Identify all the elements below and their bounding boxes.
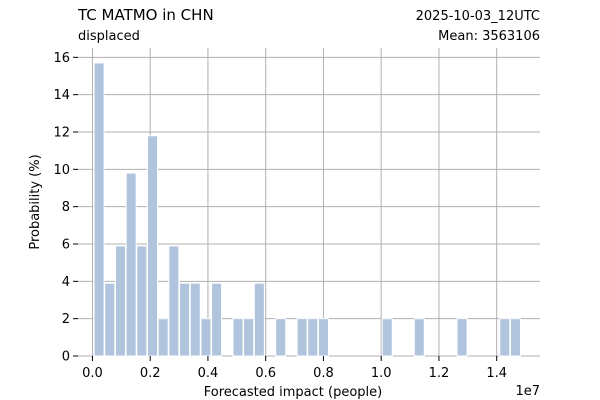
x-axis-ticks: 0.0 0.2 0.4 0.6 0.8 1.0 1.2 1.4 (82, 356, 507, 381)
x-tick-label: 0.2 (140, 366, 161, 381)
y-tick-label: 12 (53, 126, 70, 141)
x-tick-label: 1.0 (371, 366, 392, 381)
histogram-bar (93, 62, 105, 357)
y-tick-label: 2 (62, 312, 70, 327)
y-tick-label: 10 (53, 163, 70, 178)
histogram-bar (317, 318, 329, 357)
y-tick-label: 14 (53, 88, 70, 103)
histogram-bar (146, 135, 159, 357)
histogram-bar (275, 318, 287, 357)
x-tick-label: 0.6 (255, 366, 276, 381)
histogram-bar (509, 318, 521, 357)
histogram-bar (211, 282, 223, 357)
histogram-bar (296, 318, 308, 357)
histogram-bar (168, 245, 180, 357)
x-axis-label: Forecasted impact (people) (204, 385, 382, 400)
histogram-bar (243, 318, 255, 357)
histogram-bar (253, 282, 265, 357)
y-axis-ticks: 0 2 4 6 8 10 12 14 16 (53, 51, 78, 365)
histogram-bar (200, 318, 212, 357)
x-tick-label: 1.2 (429, 366, 450, 381)
y-tick-label: 8 (62, 200, 70, 215)
histogram-bar (179, 282, 191, 357)
histogram-bar (381, 318, 393, 357)
x-tick-label: 0.8 (313, 366, 334, 381)
histogram-bar (232, 318, 244, 357)
histogram-bar (104, 282, 116, 357)
histogram-bar (125, 172, 137, 357)
histogram-bar (499, 318, 511, 357)
histogram-bar (157, 318, 169, 357)
histogram-bar (136, 245, 148, 357)
histogram-bar (413, 318, 425, 357)
y-tick-label: 16 (53, 51, 70, 66)
y-tick-label: 4 (62, 275, 70, 290)
x-tick-label: 1.4 (486, 366, 507, 381)
x-tick-label: 0.0 (82, 366, 103, 381)
histogram-bar (114, 245, 126, 357)
histogram-bar (307, 318, 319, 357)
y-axis-label: Probability (%) (28, 154, 43, 249)
bars (93, 62, 521, 357)
y-tick-label: 0 (62, 350, 70, 365)
chart-subtitle: displaced (78, 29, 140, 44)
x-tick-label: 0.4 (198, 366, 219, 381)
mean-label: Mean: 3563106 (438, 29, 540, 44)
histogram-bar (189, 282, 201, 357)
y-tick-label: 6 (62, 238, 70, 253)
x-axis-offset-label: 1e7 (515, 384, 540, 399)
run-label: 2025-10-03_12UTC (416, 9, 540, 24)
histogram-bar (456, 318, 468, 357)
chart-title: TC MATMO in CHN (77, 6, 214, 24)
